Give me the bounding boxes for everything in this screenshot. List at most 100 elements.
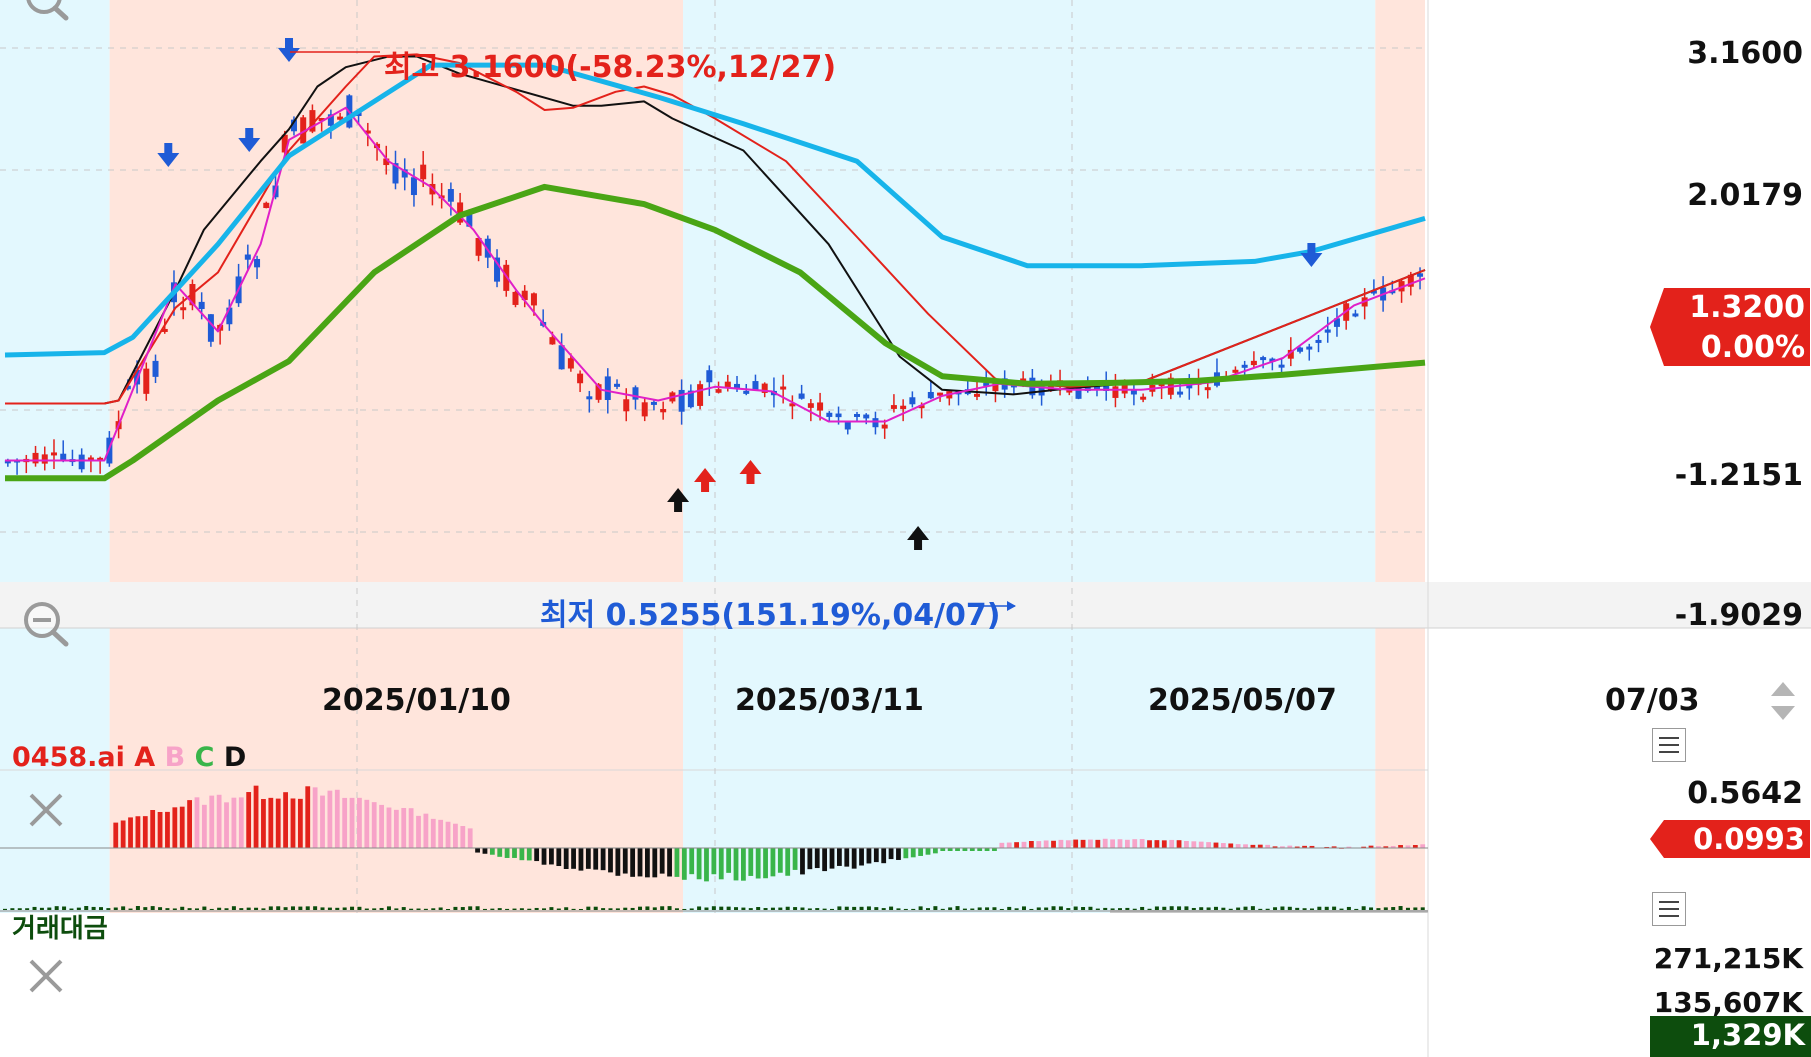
volume-bar [335,907,340,910]
indicator-bar [1088,839,1093,848]
volume-bar [1088,906,1093,910]
indicator-bar [297,798,303,848]
candle-body [780,386,787,390]
volume-bar [1302,908,1307,910]
zoom-out-icon[interactable] [20,598,72,650]
volume-bar [47,907,52,910]
volume-bar [1324,906,1329,910]
candle-body [623,399,630,412]
volume-bar [497,908,502,910]
volume-bar [1309,908,1314,910]
candle-body [143,368,150,394]
indicator-bar [711,848,717,875]
volume-bar [1346,906,1351,910]
volume-bar [1191,907,1196,910]
indicator-bar [741,848,746,881]
ma-line-1 [5,53,1426,405]
volume-bar [386,906,391,910]
candle-body [558,345,565,370]
candle-body [97,457,104,461]
indicator-bar [423,813,429,848]
volume-bar [756,907,761,910]
candle-body [521,290,528,301]
indicator-bar [408,808,414,848]
volume-bar [313,906,318,910]
volume-bar [962,908,967,910]
candle-body [1324,329,1331,333]
indicator-bar [349,797,355,848]
indicator-bar [704,848,709,882]
volume-bar [379,907,384,910]
volume-bar [1184,906,1189,910]
volume-bar [977,907,982,910]
indicator-bar [142,816,148,848]
volume-bar [519,908,524,910]
candle-body [503,264,510,291]
volume-bar [283,907,288,910]
candle-body [1084,384,1091,392]
indicator-bar [1080,839,1086,848]
volume-bar [401,907,406,910]
volume-bar [527,908,532,910]
volume-bar [1265,908,1270,910]
indicator-bar [482,848,488,854]
volume-bar [1199,907,1204,910]
candle-body [60,453,67,460]
candle-body [715,389,722,393]
candle-body [890,405,897,409]
buy-arrow [694,468,717,492]
volume-bar [837,906,842,910]
indicator-bar [1021,841,1027,848]
volume-bar [586,906,591,910]
indicator-bar [659,848,665,874]
volume-bar [505,908,510,910]
indicator-menu-icon[interactable] [1652,728,1686,762]
indicator-bar [881,848,887,864]
volume-bar [39,907,44,910]
indicator-bar [1073,839,1079,848]
volume-bar [1295,907,1300,910]
volume-y-tick: 271,215K [1653,942,1803,975]
volume-bar [468,906,473,910]
volume-y-tick: 135,607K [1653,986,1803,1019]
volume-bar [697,906,702,910]
volume-bar [209,908,214,910]
candle-body [327,114,334,126]
volume-bar [1332,906,1337,910]
candle-body [318,118,325,122]
volume-bar [948,907,953,910]
indicator-bar [327,790,333,848]
high-annotation: 최고 3.1600(-58.23%,12/27) [384,50,837,85]
volume-menu-icon[interactable] [1652,892,1686,926]
volume-bar [734,907,739,910]
volume-bar [763,908,768,910]
volume-bar [874,907,879,910]
volume-bar [564,907,569,910]
volume-bar [224,908,229,910]
volume-bar [1280,906,1285,910]
volume-bar [276,906,281,910]
indicator-bar [777,848,783,873]
updown-arrows-icon[interactable] [1768,680,1798,722]
volume-bar [121,906,126,910]
indicator-bar [1243,844,1248,848]
volume-bar [682,908,687,910]
x-axis-label: 2025/01/10 [322,683,511,718]
zoom-in-icon[interactable] [22,0,74,22]
volume-bar [1044,907,1049,910]
volume-bar [940,908,945,910]
volume-bar [453,906,458,910]
close-indicator-icon[interactable] [28,792,64,828]
close-volume-icon[interactable] [28,958,64,994]
volume-bar [652,907,657,910]
volume-bar [364,908,369,910]
sell-arrow [1300,243,1323,267]
candle-body [586,396,593,400]
volume-bar [623,907,628,910]
volume-bar [889,906,894,910]
indicator-bar [608,848,613,873]
candle-body [244,254,251,260]
volume-bar [785,906,790,910]
